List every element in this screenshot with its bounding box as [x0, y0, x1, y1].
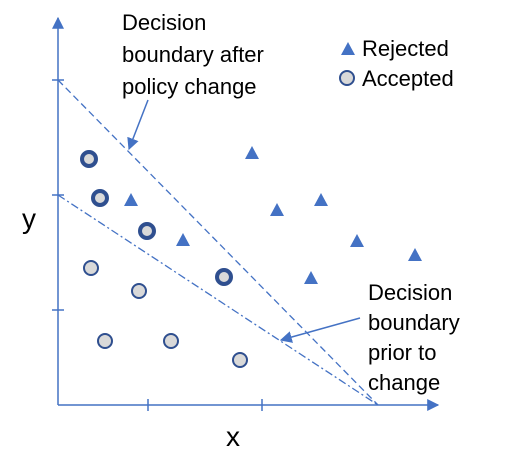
annotations: Decision boundary after policy change Decis… [122, 10, 460, 395]
arrow-prior [279, 317, 361, 343]
boundary-after [57, 79, 379, 406]
annotation-line: boundary after [122, 42, 264, 67]
annotation-line: Decision [368, 280, 452, 305]
axes [52, 16, 440, 411]
arrow-after [127, 99, 149, 151]
boundary-prior [57, 194, 379, 406]
annotation-line: policy change [122, 74, 257, 99]
y-axis-label: y [22, 203, 36, 234]
annotation-line: Decision [122, 10, 206, 35]
legend-label: Accepted [362, 66, 454, 91]
legend-label: Rejected [362, 36, 449, 61]
rejected-points [124, 146, 422, 284]
annotation-line: boundary [368, 310, 460, 335]
legend: Rejected Accepted [339, 36, 454, 91]
annotation-line: change [368, 370, 440, 395]
accepted-points [80, 150, 248, 368]
x-axis-label: x [226, 421, 240, 452]
annotation-line: prior to [368, 340, 436, 365]
